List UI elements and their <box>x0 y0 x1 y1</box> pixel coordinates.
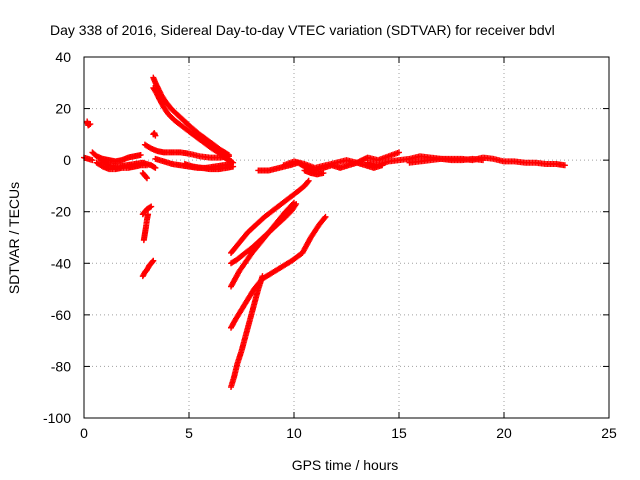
series-s20 <box>228 213 329 331</box>
data-point <box>137 151 144 158</box>
series-s17 <box>228 177 312 256</box>
data-point <box>396 149 402 156</box>
chart-title: Day 338 of 2016, Sidereal Day-to-day VTE… <box>50 22 555 38</box>
data-point <box>87 121 94 128</box>
x-axis-label: GPS time / hours <box>292 457 399 473</box>
series-s19 <box>228 199 297 290</box>
plot-frame <box>83 56 610 419</box>
series-s5 <box>97 157 159 171</box>
series-s23 <box>280 149 402 171</box>
data-point <box>321 214 328 221</box>
series-s7 <box>139 203 155 218</box>
series-s21 <box>228 273 266 391</box>
data-point <box>289 200 296 207</box>
data-point <box>148 203 155 210</box>
series-s1 <box>84 118 94 129</box>
x-tick-label: 25 <box>601 425 617 441</box>
y-tick-label: -100 <box>43 410 71 426</box>
data-point <box>561 162 568 169</box>
series-s15 <box>181 161 237 173</box>
y-axis-label: SDTVAR / TECUs <box>6 182 22 294</box>
y-tick-label: 40 <box>55 49 71 65</box>
data-point <box>291 199 297 206</box>
x-tick-label: 0 <box>80 425 88 441</box>
data-point <box>230 159 237 166</box>
x-tick-label: 15 <box>391 425 407 441</box>
y-tick-label: -20 <box>51 204 71 220</box>
x-tick-label: 20 <box>496 425 512 441</box>
series-s8 <box>140 211 152 244</box>
x-tick-label: 5 <box>185 425 193 441</box>
data-series <box>81 74 568 391</box>
y-tick-label: -40 <box>51 255 71 271</box>
data-point <box>305 177 312 184</box>
series-s13 <box>141 141 232 161</box>
y-tick-label: -80 <box>51 358 71 374</box>
y-tick-label: 0 <box>63 152 71 168</box>
data-point <box>152 164 159 171</box>
series-s24 <box>301 167 327 178</box>
series-s9 <box>139 257 157 280</box>
data-point <box>322 213 329 220</box>
y-tick-label: 20 <box>55 101 71 117</box>
data-point <box>152 132 159 139</box>
data-point <box>320 170 327 177</box>
data-point <box>145 211 152 218</box>
data-point <box>304 178 311 185</box>
tick-labels: 0 5 10 15 20 25 -100 -80 -60 -40 -20 0 20 40 <box>43 49 617 441</box>
grid-lines <box>84 57 609 418</box>
data-point <box>259 273 266 280</box>
x-tick-label: 10 <box>286 425 302 441</box>
data-point <box>480 157 486 164</box>
data-point <box>150 257 157 264</box>
series-s26 <box>406 155 486 166</box>
axis-ticks <box>83 56 610 419</box>
series-s10 <box>150 130 159 139</box>
data-point <box>89 157 96 164</box>
series-s11 <box>150 74 232 158</box>
y-tick-label: -60 <box>51 307 71 323</box>
series-s6 <box>139 170 150 182</box>
data-point <box>144 175 150 182</box>
series-s16 <box>217 151 237 166</box>
